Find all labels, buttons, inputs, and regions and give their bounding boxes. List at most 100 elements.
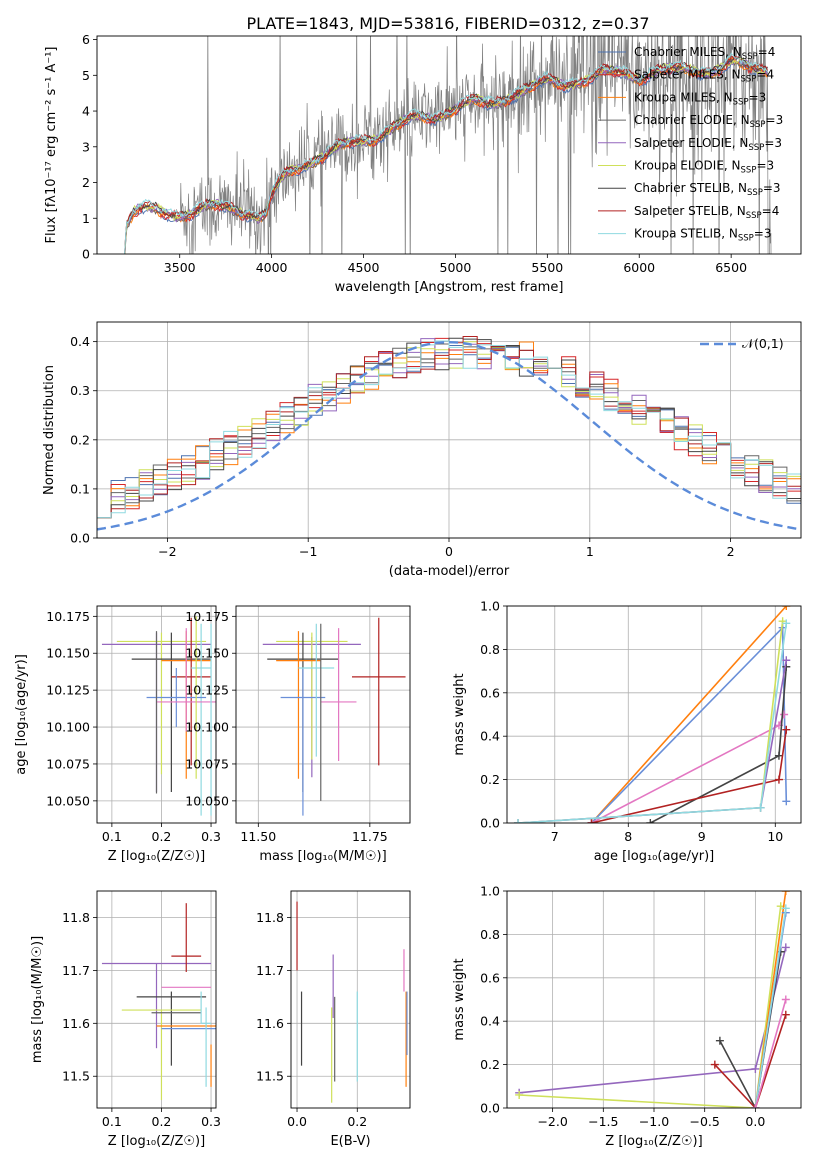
y-axis-label: mass weight xyxy=(452,958,467,1040)
mass-weight-series xyxy=(515,943,790,1097)
point-marker xyxy=(780,710,789,719)
plot-area xyxy=(262,617,406,816)
y-tick-label: 0.4 xyxy=(480,1014,500,1029)
y-tick-label: 0.8 xyxy=(480,642,500,657)
error-bar-point xyxy=(171,903,202,972)
y-tick-label: 6 xyxy=(82,32,90,47)
histogram-step xyxy=(97,340,801,519)
error-bar-point xyxy=(352,617,406,766)
series-line xyxy=(754,999,787,1108)
y-tick-label: 1.0 xyxy=(480,599,500,614)
y-axis-label: age [log₁₀(age/yr)] xyxy=(14,654,29,775)
observed-spectrum xyxy=(179,36,772,254)
legend-label: Chabrier STELIB, NSSP=3 xyxy=(634,181,781,198)
series-line xyxy=(517,623,788,823)
error-bar-point xyxy=(156,628,216,732)
y-tick-label: 0.2 xyxy=(70,432,90,447)
y-tick-label: 0.4 xyxy=(480,729,500,744)
y-axis-label: Flux [fλ10⁻¹⁷ erg cm⁻² s⁻¹ A⁻¹] xyxy=(44,47,59,244)
y-tick-label: 0.3 xyxy=(70,383,90,398)
x-tick-label: −1.5 xyxy=(588,1114,618,1129)
x-tick-label: −2 xyxy=(158,544,176,559)
y-tick-label: 11.7 xyxy=(62,963,90,978)
y-tick-label: 0.1 xyxy=(70,481,90,496)
x-axis-label: Z [log₁₀(Z/Z☉)] xyxy=(108,1134,205,1149)
y-tick-label: 10.150 xyxy=(185,646,229,661)
point-marker xyxy=(782,656,791,665)
point-marker xyxy=(751,1064,760,1073)
mass-weight-series xyxy=(514,619,791,823)
series-line xyxy=(519,906,782,1108)
point-marker xyxy=(782,606,791,610)
x-tick-label: 0.1 xyxy=(102,1114,122,1129)
axes-frame xyxy=(235,605,411,824)
series-line xyxy=(591,729,788,823)
x-tick-label: 4500 xyxy=(348,260,380,275)
y-tick-label: 11.6 xyxy=(256,1016,284,1031)
x-tick-label: 0.2 xyxy=(152,1114,172,1129)
y-tick-label: 5 xyxy=(82,68,90,83)
y-tick-label: 10.150 xyxy=(46,646,90,661)
point-marker xyxy=(781,943,790,952)
x-axis-label: Z [log₁₀(Z/Z☉)] xyxy=(108,849,205,864)
x-tick-label: 10 xyxy=(767,829,783,844)
legend: Chabrier MILES, NSSP=4 Salpeter MILES, NS… xyxy=(598,45,783,244)
legend-label: Salpeter MILES, NSSP=4 xyxy=(634,68,774,85)
x-tick-label: 0.3 xyxy=(201,1114,221,1129)
axes-frame xyxy=(506,605,802,824)
y-tick-label: 10.050 xyxy=(185,793,229,808)
error-bar-point xyxy=(276,631,321,779)
error-bar-point xyxy=(276,632,348,760)
x-tick-label: 0.2 xyxy=(347,1114,367,1129)
x-tick-label: 0 xyxy=(445,544,453,559)
error-bar-point xyxy=(191,623,212,816)
point-marker xyxy=(587,819,596,823)
point-marker xyxy=(514,819,523,823)
x-tick-label: 5500 xyxy=(531,260,563,275)
x-tick-label: 8 xyxy=(624,829,632,844)
y-axis-label: mass [log₁₀(M/M☉)] xyxy=(30,936,45,1063)
point-marker xyxy=(751,1104,760,1108)
point-marker xyxy=(781,995,790,1004)
figure-title: PLATE=1843, MJD=53816, FIBERID=0312, z=0… xyxy=(246,14,649,33)
histogram-step xyxy=(97,336,801,519)
y-axis-label: mass weight xyxy=(452,673,467,755)
mass-weight-series xyxy=(587,725,791,823)
x-tick-label: 0.0 xyxy=(287,1114,307,1129)
y-tick-label: 10.175 xyxy=(185,609,229,624)
x-tick-label: −0.5 xyxy=(690,1114,720,1129)
x-tick-label: 0.1 xyxy=(102,829,122,844)
plot-area xyxy=(101,903,216,1101)
point-marker xyxy=(715,1036,724,1045)
x-axis-label: mass [log₁₀(M/M☉)] xyxy=(259,849,386,864)
series-line xyxy=(714,1014,787,1108)
error-bar-point xyxy=(201,1007,212,1087)
x-tick-label: 0.3 xyxy=(201,829,221,844)
chart-massweight-vs-age: 7 8 9 10 0.0 0.2 0.4 0.6 0.8 1.0 age [log₁₀(age/yr… xyxy=(452,599,802,864)
chart-residuals: 𝒩(0,1) −2 −1 0 1 2 0.0 0.1 0.2 0.3 0.4 (data-model)… xyxy=(42,321,802,579)
y-tick-label: 11.8 xyxy=(256,910,284,925)
chart-mass-vs-EBV: 0.0 0.2 11.5 11.6 11.7 11.8 E(B-V) xyxy=(256,890,411,1149)
x-axis-label: wavelength [Angstrom, rest frame] xyxy=(335,280,564,295)
y-tick-label: 0.0 xyxy=(480,1101,500,1116)
y-tick-label: 3 xyxy=(82,139,90,154)
plot-area xyxy=(514,606,791,823)
series-line xyxy=(590,606,787,823)
legend-label: Kroupa MILES, NSSP=3 xyxy=(634,90,766,107)
legend-label: Salpeter ELODIE, NSSP=3 xyxy=(634,136,782,153)
point-marker xyxy=(781,904,790,913)
error-bar-point xyxy=(171,617,212,766)
plot-area xyxy=(101,616,216,816)
point-marker xyxy=(774,751,783,760)
error-bar-point xyxy=(320,628,357,761)
x-tick-label: 0.2 xyxy=(152,829,172,844)
y-tick-label: 11.6 xyxy=(62,1016,90,1031)
x-axis-label: E(B-V) xyxy=(330,1134,370,1149)
x-axis-label: (data-model)/error xyxy=(389,564,510,579)
series-line xyxy=(590,625,788,823)
y-tick-label: 10.075 xyxy=(46,756,90,771)
error-bar-point xyxy=(121,1009,202,1101)
y-tick-label: 4 xyxy=(82,104,90,119)
x-tick-label: 4000 xyxy=(256,260,288,275)
